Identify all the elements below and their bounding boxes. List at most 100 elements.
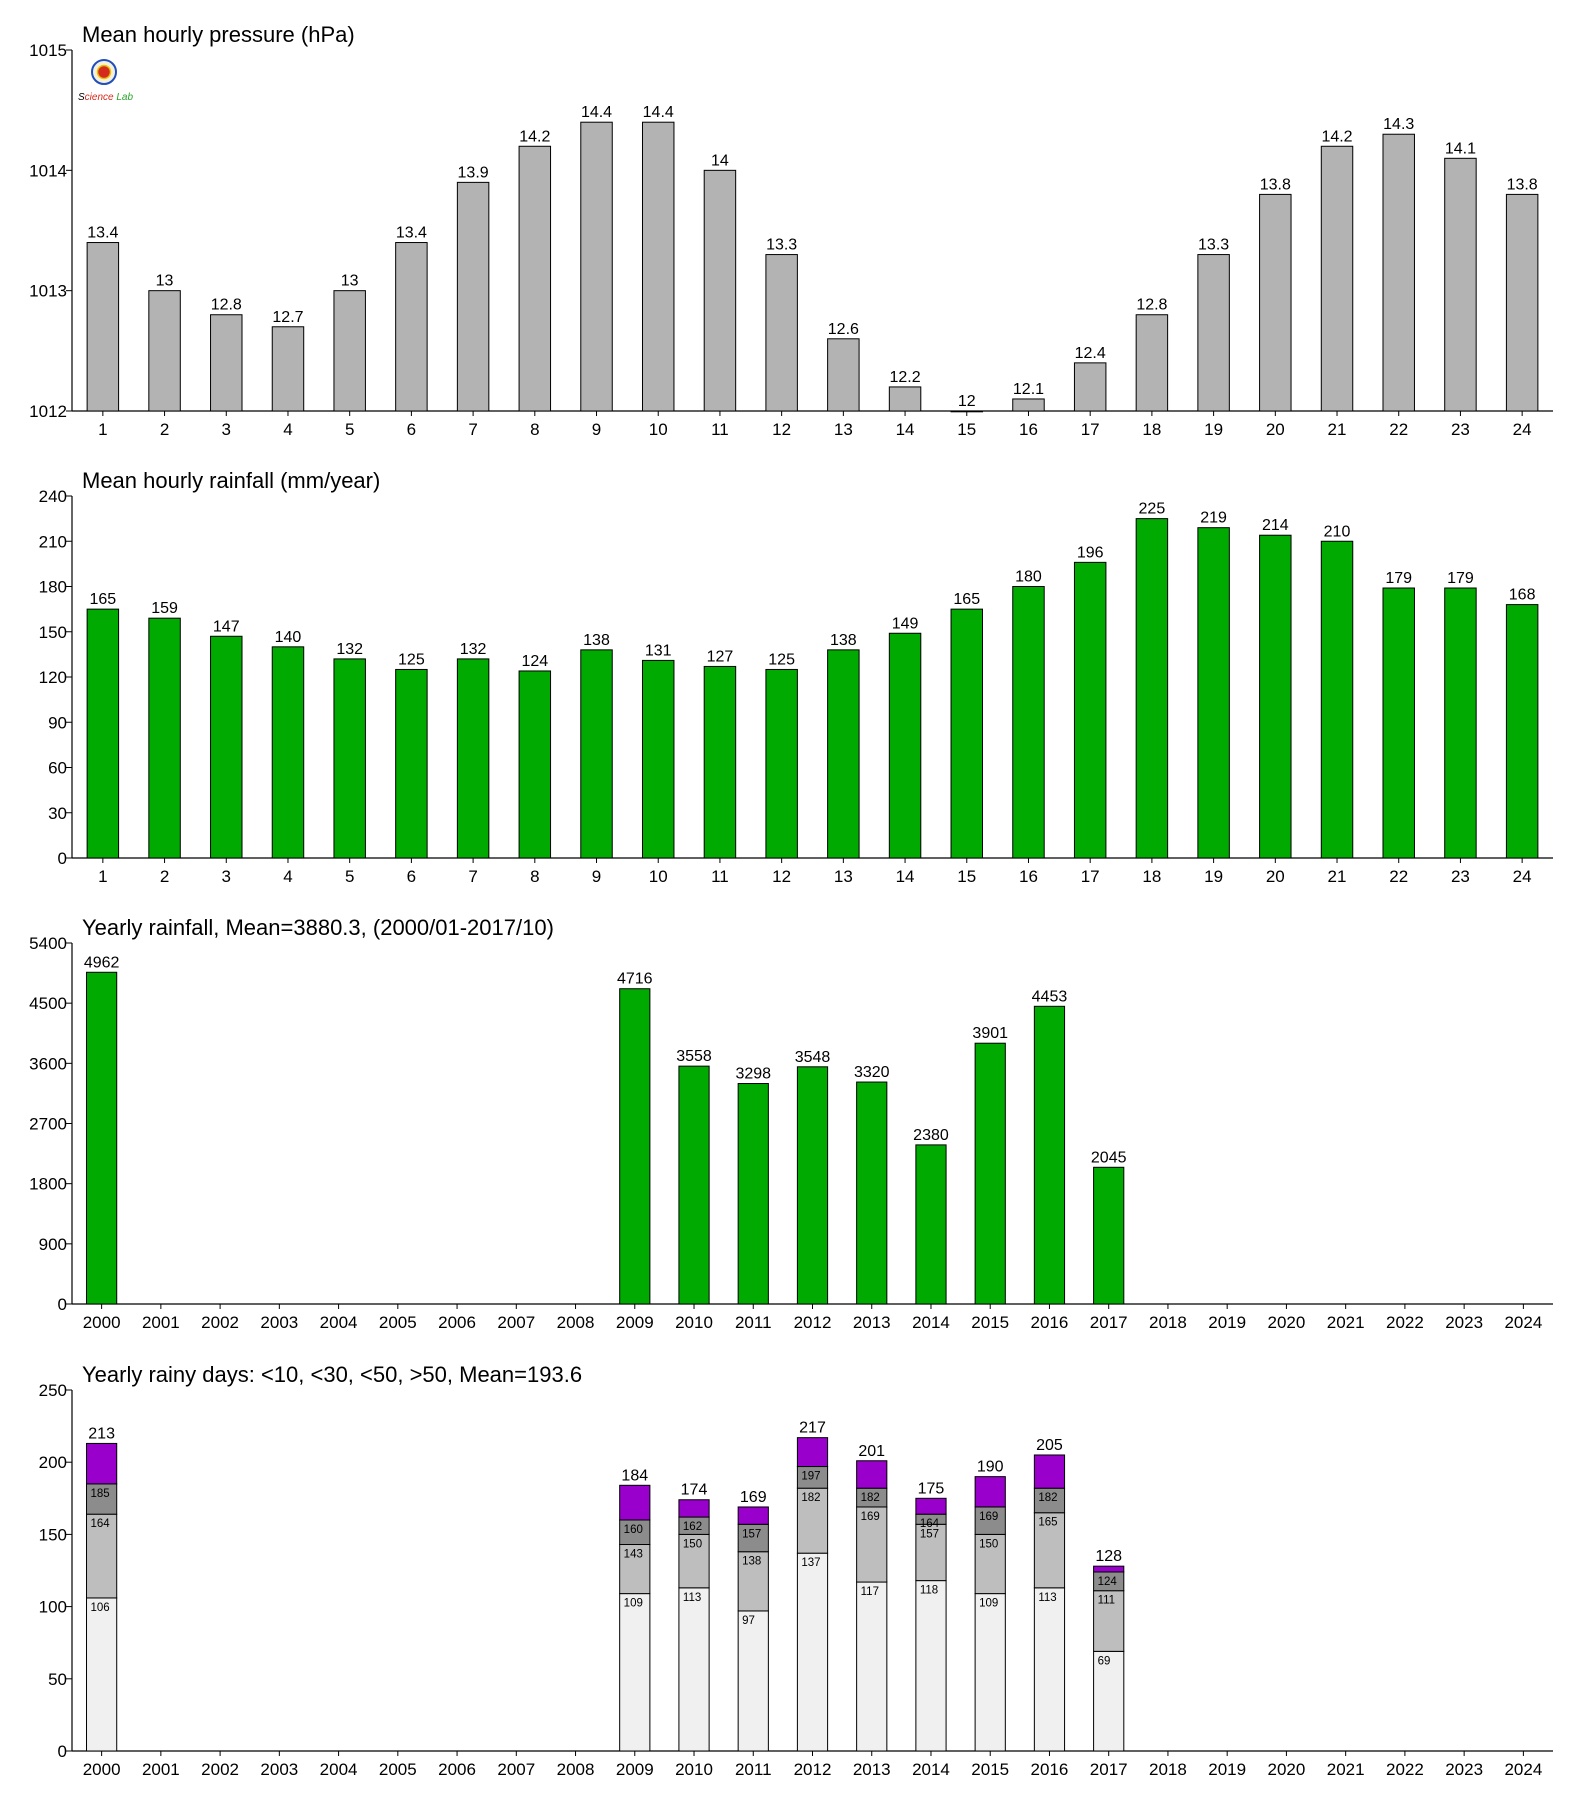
segment-label: 164 <box>920 1518 940 1530</box>
bar-segment <box>737 1506 769 1525</box>
x-tick-label: 11 <box>711 867 729 886</box>
bar <box>86 242 120 412</box>
bar <box>888 632 922 859</box>
bar-segment <box>856 1460 888 1489</box>
x-tick-label: 2010 <box>675 1760 713 1779</box>
bar-value-label: 13.3 <box>1198 237 1229 254</box>
segment-label: 117 <box>861 1586 879 1598</box>
bar-value-label: 14.4 <box>643 104 674 121</box>
bar <box>456 658 490 859</box>
x-tick-label: 2004 <box>320 1760 358 1779</box>
y-tick-label: 1012 <box>29 402 67 421</box>
y-tick-label: 50 <box>48 1670 67 1689</box>
x-tick-label: 2014 <box>912 1760 950 1779</box>
bar-total-label: 205 <box>1036 1437 1063 1454</box>
science-lab-logo: Science Lab <box>78 59 133 103</box>
bar <box>1259 534 1292 859</box>
y-tick-label: 30 <box>48 804 67 823</box>
bar-segment <box>678 1587 710 1752</box>
x-tick-label: 2000 <box>83 1313 121 1332</box>
bar-value-label: 149 <box>892 615 919 632</box>
x-tick-label: 2023 <box>1445 1313 1483 1332</box>
bar <box>210 635 243 859</box>
bar-value-label: 165 <box>953 591 980 608</box>
bar-value-label: 12.8 <box>211 297 242 314</box>
x-tick-label: 2022 <box>1386 1760 1424 1779</box>
bar <box>1382 587 1415 859</box>
bar-value-label: 3298 <box>735 1066 771 1083</box>
bar-value-label: 138 <box>830 632 857 649</box>
bar <box>333 658 366 859</box>
segment-label: 150 <box>979 1538 998 1550</box>
bar <box>619 988 651 1305</box>
x-tick-label: 2007 <box>497 1313 535 1332</box>
bar-total-label: 217 <box>799 1420 826 1437</box>
x-tick-label: 2015 <box>971 1760 1009 1779</box>
bar <box>1012 586 1045 859</box>
y-tick-label: 3600 <box>29 1054 67 1073</box>
x-tick-label: 2012 <box>794 1313 832 1332</box>
segment-label: 169 <box>979 1511 998 1523</box>
y-tick-label: 1014 <box>29 161 67 180</box>
segment-label: 157 <box>742 1528 761 1540</box>
x-tick-label: 17 <box>1081 867 1100 886</box>
bar <box>1320 145 1354 412</box>
x-tick-label: 2013 <box>853 1760 891 1779</box>
y-tick-label: 200 <box>39 1453 67 1472</box>
x-tick-label: 3 <box>222 420 231 439</box>
bar-segment <box>915 1580 947 1752</box>
segment-label: 182 <box>801 1492 820 1504</box>
x-tick-label: 15 <box>957 867 976 886</box>
y-tick-label: 100 <box>39 1598 67 1617</box>
bar-value-label: 12.4 <box>1075 345 1106 362</box>
bar-value-label: 2380 <box>913 1127 949 1144</box>
bar-value-label: 12.2 <box>889 369 920 386</box>
y-tick-label: 2700 <box>29 1115 67 1134</box>
chart-title: Mean hourly rainfall (mm/year) <box>82 468 380 493</box>
segment-label: 137 <box>801 1557 820 1569</box>
y-tick-label: 90 <box>48 713 67 732</box>
bar-value-label: 12.6 <box>828 321 859 338</box>
bar-value-label: 2045 <box>1091 1149 1127 1166</box>
segment-label: 138 <box>742 1556 761 1568</box>
x-tick-label: 2004 <box>320 1313 358 1332</box>
x-tick-label: 12 <box>772 420 791 439</box>
bar <box>703 169 737 412</box>
bar-value-label: 13.8 <box>1260 176 1291 193</box>
bar <box>1382 133 1415 412</box>
y-tick-label: 1013 <box>29 282 67 301</box>
x-tick-label: 18 <box>1142 867 1161 886</box>
bar-value-label: 165 <box>90 591 117 608</box>
segment-label: 182 <box>1038 1492 1057 1504</box>
x-tick-label: 2005 <box>379 1313 417 1332</box>
x-tick-label: 20 <box>1266 867 1285 886</box>
x-tick-label: 22 <box>1389 867 1408 886</box>
y-tick-label: 4500 <box>29 994 67 1013</box>
bar <box>1197 254 1230 412</box>
bar-value-label: 4716 <box>617 971 653 988</box>
segment-label: 164 <box>91 1518 111 1530</box>
x-tick-label: 19 <box>1204 867 1223 886</box>
bar-value-label: 214 <box>1262 517 1289 534</box>
x-tick-label: 20 <box>1266 420 1285 439</box>
bar-segment <box>737 1523 769 1553</box>
bar-value-label: 140 <box>275 629 302 646</box>
x-tick-label: 2016 <box>1031 1313 1069 1332</box>
bar <box>703 665 737 859</box>
bar-value-label: 3320 <box>854 1064 890 1081</box>
bar-total-label: 175 <box>918 1480 945 1497</box>
x-tick-label: 23 <box>1451 867 1470 886</box>
x-tick-label: 14 <box>896 867 915 886</box>
bar <box>580 649 613 859</box>
bar <box>641 121 675 412</box>
bar-segment <box>86 1483 118 1515</box>
x-tick-label: 21 <box>1328 420 1347 439</box>
x-tick-label: 13 <box>834 867 853 886</box>
x-tick-label: 2017 <box>1090 1313 1128 1332</box>
x-tick-label: 2013 <box>853 1313 891 1332</box>
bar-segment <box>1093 1590 1125 1652</box>
bar-value-label: 179 <box>1447 570 1474 587</box>
bar <box>1320 540 1354 859</box>
bar <box>1093 1166 1125 1305</box>
bar-segment <box>796 1487 829 1554</box>
